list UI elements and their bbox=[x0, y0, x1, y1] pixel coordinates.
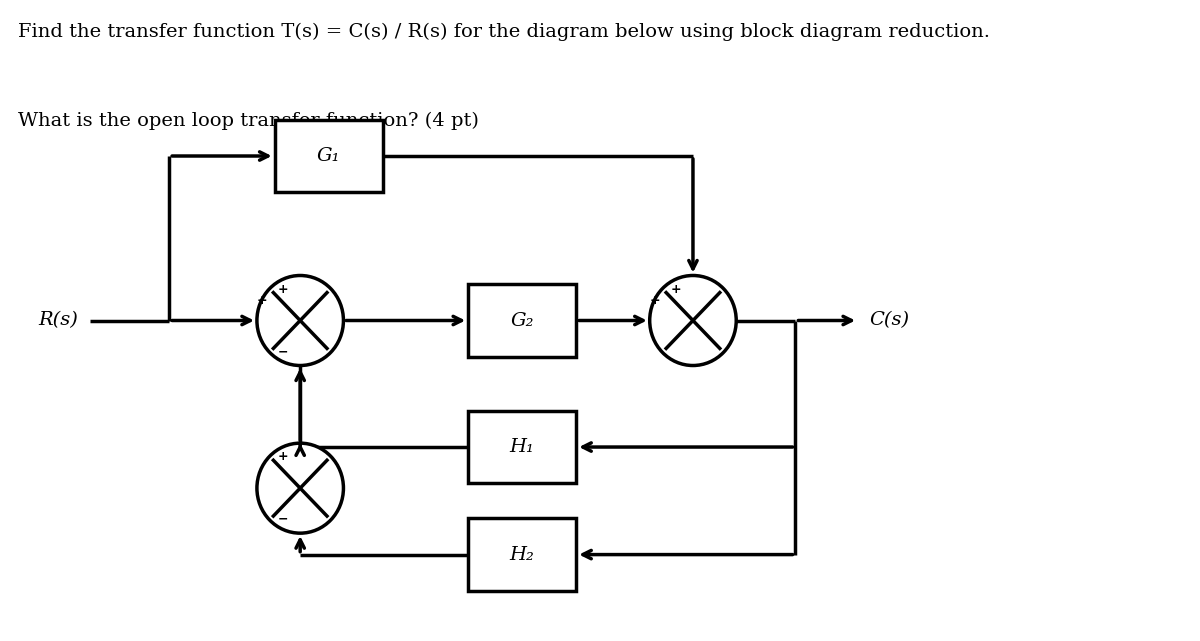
Text: G₂: G₂ bbox=[510, 312, 534, 329]
Text: +: + bbox=[277, 451, 288, 463]
Ellipse shape bbox=[257, 276, 343, 365]
Text: H₁: H₁ bbox=[510, 438, 535, 456]
Ellipse shape bbox=[257, 443, 343, 533]
Ellipse shape bbox=[649, 276, 737, 365]
Text: +: + bbox=[650, 294, 660, 307]
Text: What is the open loop transfer function? (4 pt): What is the open loop transfer function?… bbox=[18, 112, 479, 130]
Text: C(s): C(s) bbox=[870, 312, 910, 329]
Text: G₁: G₁ bbox=[317, 147, 341, 165]
Text: +: + bbox=[671, 283, 680, 296]
Bar bbox=[468, 284, 576, 357]
Text: −: − bbox=[277, 513, 288, 526]
Text: Find the transfer function T(s) = C(s) / R(s) for the diagram below using block : Find the transfer function T(s) = C(s) /… bbox=[18, 23, 990, 42]
Text: R(s): R(s) bbox=[38, 312, 78, 329]
Text: +: + bbox=[257, 294, 268, 307]
Bar bbox=[275, 120, 383, 192]
Bar bbox=[468, 411, 576, 483]
Text: +: + bbox=[277, 283, 288, 296]
Text: −: − bbox=[277, 345, 288, 358]
Text: H₂: H₂ bbox=[510, 545, 535, 563]
Bar bbox=[468, 518, 576, 591]
